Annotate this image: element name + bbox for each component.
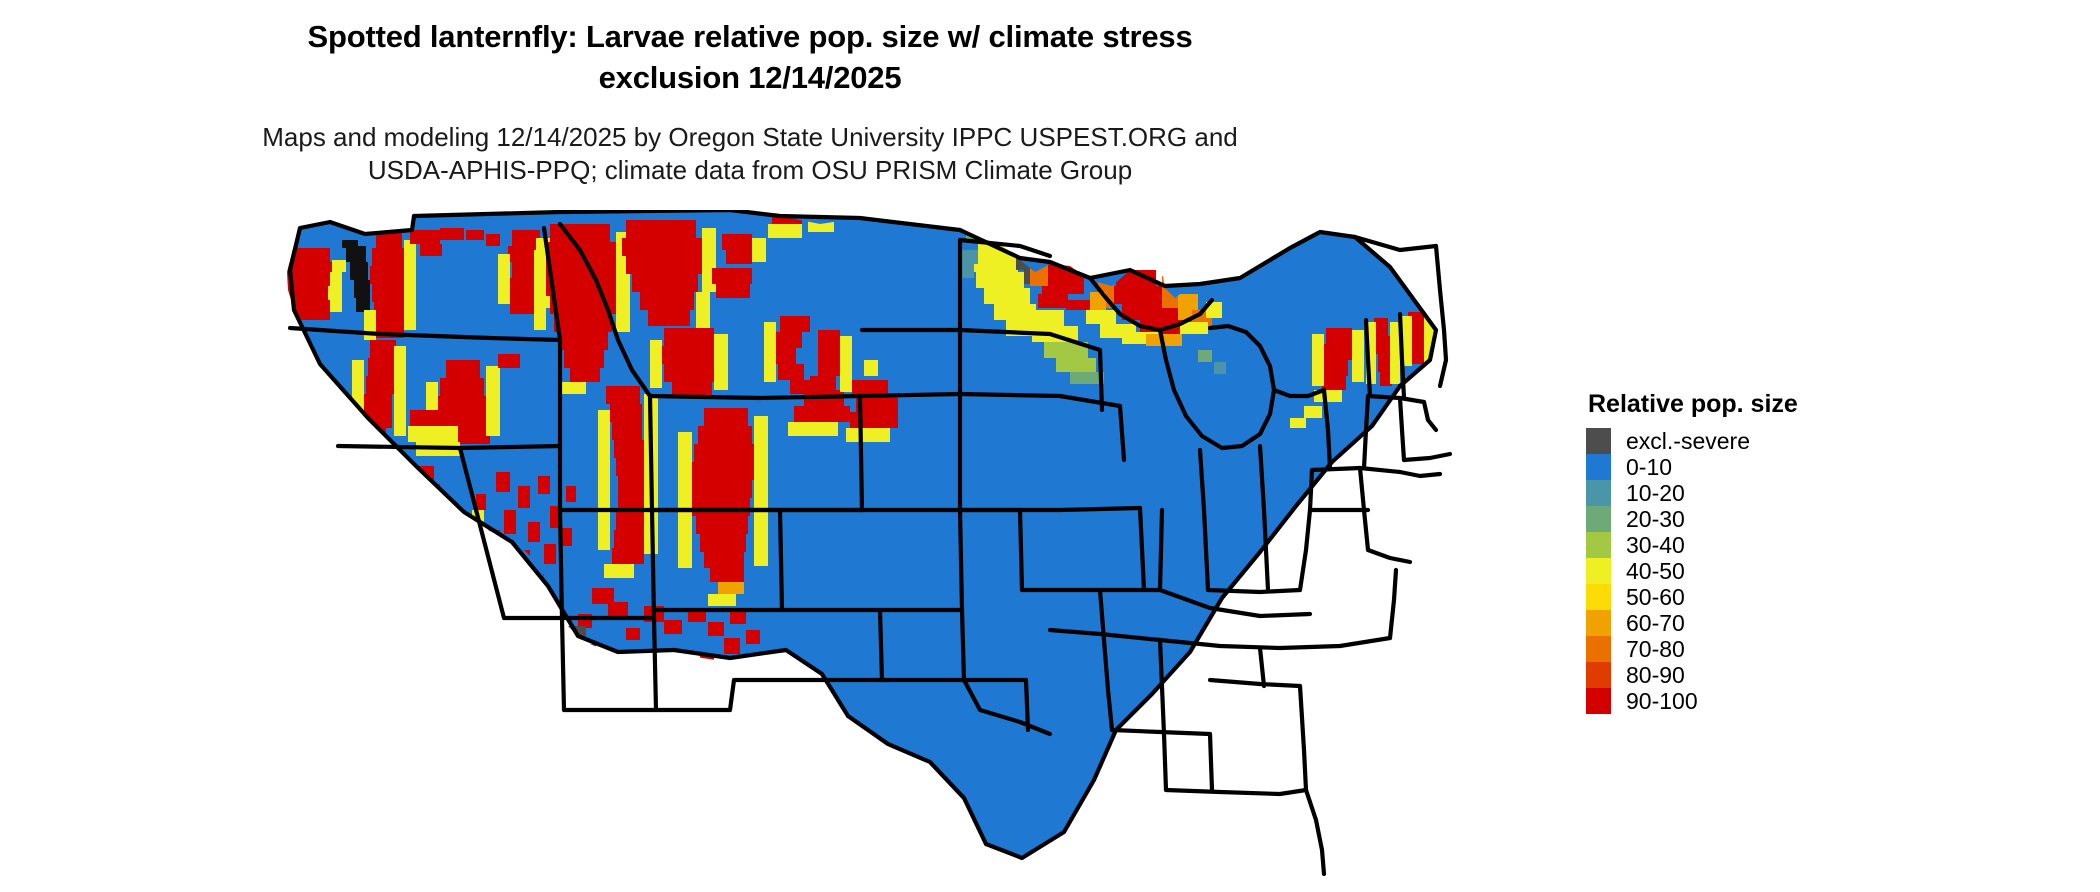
legend-item: excl.-severe [1586,428,1798,454]
legend-title: Relative pop. size [1588,390,1798,418]
legend-items: excl.-severe 0-10 10-20 20-30 30-40 40-50 50-6… [1586,428,1798,714]
legend-label: 20-30 [1626,506,1685,532]
legend-item: 80-90 [1586,662,1798,688]
page-title: Spotted lanternfly: Larvae relative pop.… [0,16,1500,98]
legend-label: 60-70 [1626,610,1685,636]
subtitle-line-2: USDA-APHIS-PPQ; climate data from OSU PR… [367,155,1133,185]
legend-item: 40-50 [1586,558,1798,584]
legend-item: 70-80 [1586,636,1798,662]
legend-swatch [1586,506,1611,532]
legend-label: 30-40 [1626,532,1685,558]
legend-swatch [1586,662,1611,688]
legend-swatch [1586,584,1611,610]
legend-swatch [1586,610,1611,636]
legend-label: excl.-severe [1626,428,1750,454]
legend-item: 50-60 [1586,584,1798,610]
figure-subtitle: Maps and modeling 12/14/2025 by Oregon S… [0,121,1500,187]
legend-swatch [1586,480,1611,506]
legend-label: 90-100 [1626,688,1698,714]
legend-item: 90-100 [1586,688,1798,714]
title-line-1: Spotted lanternfly: Larvae relative pop.… [307,19,1193,54]
legend-swatch [1586,688,1611,714]
legend-swatch [1586,532,1611,558]
legend-label: 70-80 [1626,636,1685,662]
legend-item: 0-10 [1586,454,1798,480]
state-borders [287,210,1453,877]
legend-item: 30-40 [1586,532,1798,558]
us-choropleth-map [260,210,1560,880]
subtitle-line-1: Maps and modeling 12/14/2025 by Oregon S… [262,122,1238,152]
legend-label: 50-60 [1626,584,1685,610]
legend-swatch [1586,558,1611,584]
legend-item: 10-20 [1586,480,1798,506]
title-line-2: exclusion 12/14/2025 [598,60,902,95]
legend-swatch [1586,636,1611,662]
legend-label: 80-90 [1626,662,1685,688]
legend-label: 10-20 [1626,480,1685,506]
legend-label: 40-50 [1626,558,1685,584]
legend-item: 20-30 [1586,506,1798,532]
legend-swatch [1586,428,1611,454]
legend-label: 0-10 [1626,454,1673,480]
legend-swatch [1586,454,1611,480]
map-legend: Relative pop. size excl.-severe 0-10 10-20… [1586,390,1798,714]
map-svg [287,210,1453,877]
legend-item: 60-70 [1586,610,1798,636]
